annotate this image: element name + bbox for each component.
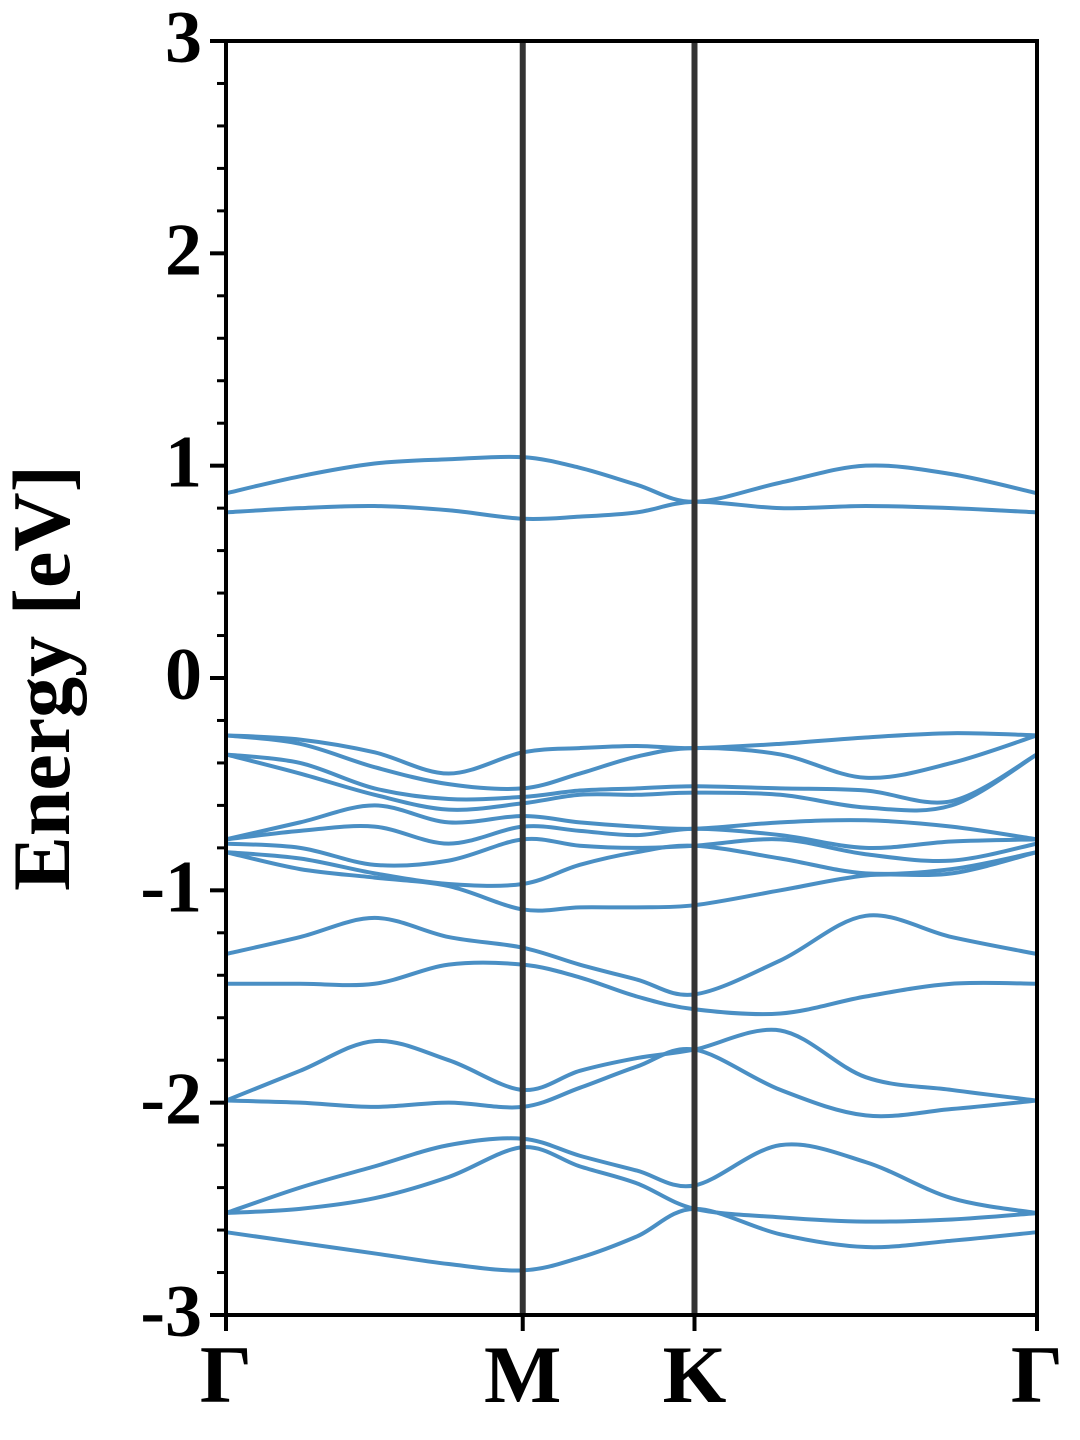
band-line — [225, 752, 1039, 813]
band-line — [225, 836, 1038, 868]
x-tick-label: M — [484, 1329, 561, 1420]
band-line — [225, 1136, 1038, 1216]
x-tick-label: K — [663, 1329, 727, 1420]
band-line — [225, 1027, 1038, 1103]
y-axis-label: Energy [eV] — [0, 465, 87, 891]
plot-frame — [224, 39, 1039, 1317]
band-line — [225, 1206, 1038, 1273]
band-line — [225, 731, 1038, 776]
band-line — [225, 1046, 1038, 1119]
y-tick-label: -2 — [140, 1059, 202, 1141]
y-tick-label: 0 — [165, 634, 202, 716]
band-line — [225, 960, 1038, 1017]
band-line — [225, 913, 1038, 997]
band-line — [225, 454, 1038, 504]
band-line — [225, 733, 1038, 791]
band-line — [225, 1145, 1038, 1224]
band-line — [225, 824, 1038, 850]
x-tick-label: Γ — [1011, 1329, 1063, 1420]
y-tick-label: -3 — [140, 1271, 202, 1353]
y-tick-label: 1 — [165, 422, 202, 504]
band-line — [225, 499, 1038, 522]
band-line — [225, 752, 1038, 805]
x-tick-label: Γ — [200, 1329, 252, 1420]
band-line — [225, 803, 1038, 842]
band-line — [225, 843, 1038, 888]
y-tick-label: 3 — [165, 0, 202, 79]
y-tick-label: -1 — [140, 846, 202, 928]
band-line — [225, 850, 1038, 913]
y-tick-label: 2 — [165, 209, 202, 291]
